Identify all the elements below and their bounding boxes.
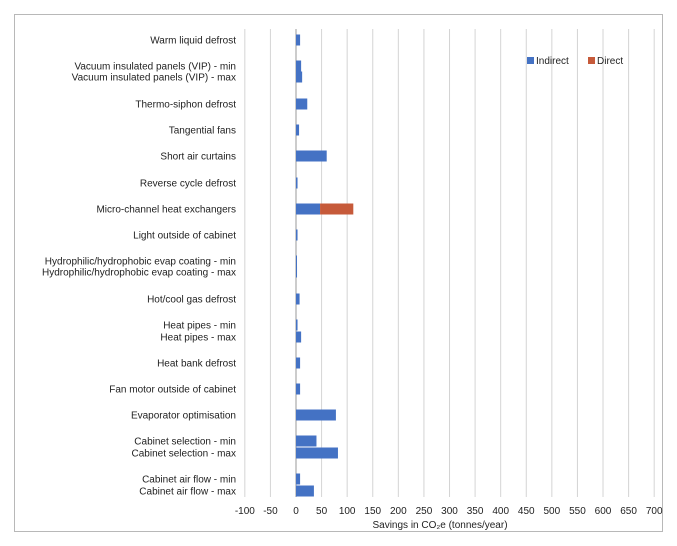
bar-indirect	[296, 319, 298, 331]
category-label: Reverse cycle defrost	[140, 179, 236, 190]
category-label: Hydrophilic/hydrophobic evap coating - m…	[42, 268, 236, 279]
bar-indirect	[296, 229, 298, 241]
bar-indirect	[296, 124, 300, 136]
category-label: Tangential fans	[169, 126, 236, 137]
bars	[296, 34, 354, 497]
bar-indirect	[296, 255, 297, 267]
bar-indirect	[296, 98, 308, 110]
legend-label-direct: Direct	[597, 56, 623, 67]
x-tick-label: 50	[316, 506, 328, 517]
category-label: Cabinet air flow - min	[142, 475, 236, 486]
x-tick-label: 700	[646, 506, 663, 517]
bar-indirect	[296, 150, 327, 162]
bar-indirect	[296, 435, 317, 447]
category-label: Cabinet selection - max	[132, 449, 237, 460]
x-tick-label: 0	[293, 506, 299, 517]
x-tick-label: 450	[518, 506, 535, 517]
bar-indirect	[296, 357, 301, 369]
category-label: Thermo-siphon defrost	[135, 100, 236, 111]
category-label: Hydrophilic/hydrophobic evap coating - m…	[45, 257, 236, 268]
legend-swatch-indirect	[527, 57, 534, 64]
category-label: Vacuum insulated panels (VIP) - min	[74, 62, 236, 73]
x-tick-label: 300	[441, 506, 458, 517]
x-tick-label: -100	[235, 506, 255, 517]
bar-indirect	[296, 409, 336, 421]
bar-indirect	[296, 485, 314, 497]
category-label: Evaporator optimisation	[131, 411, 236, 422]
bar-indirect	[296, 34, 301, 46]
x-tick-label: 200	[390, 506, 407, 517]
bar-indirect	[296, 203, 321, 215]
x-tick-label: 600	[595, 506, 612, 517]
legend-label-indirect: Indirect	[536, 56, 569, 67]
x-tick-label: 650	[620, 506, 637, 517]
x-tick-label: 550	[569, 506, 586, 517]
legend-swatch-direct	[588, 57, 595, 64]
x-tick-label: 150	[364, 506, 381, 517]
bar-indirect	[296, 331, 302, 343]
bar-direct	[320, 203, 354, 215]
x-axis-title: Savings in CO₂e (tonnes/year)	[372, 520, 507, 531]
category-labels: Warm liquid defrost Vacuum insulated pane…	[42, 36, 236, 498]
category-label: Fan motor outside of cabinet	[109, 385, 236, 396]
x-tick-labels: -100 -50 0 50 100 150 200 250 300 350 400 450 500 550…	[235, 506, 663, 517]
bar-indirect	[296, 60, 302, 72]
x-tick-label: 400	[492, 506, 509, 517]
bar-indirect	[296, 383, 301, 395]
x-tick-label: 100	[339, 506, 356, 517]
bar-indirect	[296, 266, 298, 278]
bar-indirect	[296, 71, 303, 83]
category-label: Light outside of cabinet	[133, 231, 236, 242]
category-label: Cabinet selection - min	[134, 437, 236, 448]
x-tick-label: 350	[467, 506, 484, 517]
category-label: Warm liquid defrost	[150, 36, 236, 47]
category-label: Heat bank defrost	[157, 359, 236, 370]
category-label: Cabinet air flow - max	[139, 487, 236, 498]
legend: Indirect Direct	[527, 56, 623, 67]
category-label: Micro-channel heat exchangers	[96, 205, 236, 216]
category-label: Heat pipes - min	[163, 321, 236, 332]
chart-border	[14, 14, 663, 532]
category-label: Short air curtains	[160, 152, 236, 163]
x-tick-label: 250	[416, 506, 433, 517]
bar-indirect	[296, 447, 338, 459]
bar-indirect	[296, 293, 300, 305]
bar-indirect	[296, 177, 298, 189]
bar-indirect	[296, 473, 301, 485]
x-tick-label: -50	[263, 506, 278, 517]
category-label: Vacuum insulated panels (VIP) - max	[72, 73, 236, 84]
x-tick-label: 500	[544, 506, 561, 517]
category-label: Heat pipes - max	[160, 333, 236, 344]
category-label: Hot/cool gas defrost	[147, 295, 236, 306]
